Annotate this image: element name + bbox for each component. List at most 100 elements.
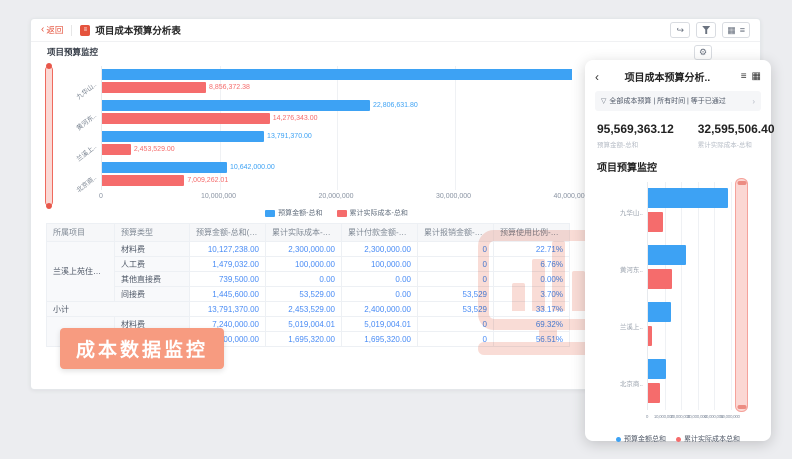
- bar-累计实际成本-总和[interactable]: [102, 113, 270, 125]
- value-cell[interactable]: 0: [417, 331, 494, 347]
- value-cell[interactable]: 0.00%: [493, 271, 570, 287]
- value-cell[interactable]: 10,127,238.00: [189, 241, 266, 257]
- legend-swatch: [616, 436, 621, 442]
- bar-预算金额-总和[interactable]: [102, 69, 572, 81]
- value-cell[interactable]: 2,300,000.00: [341, 241, 418, 257]
- budget-type-cell: 人工费: [114, 256, 190, 272]
- column-header: 预算类型: [114, 223, 190, 242]
- value-cell[interactable]: 53,529: [417, 286, 494, 302]
- value-cell[interactable]: 100,000.00: [265, 256, 342, 272]
- bar-累计实际成本总和[interactable]: [648, 211, 663, 233]
- value-cell[interactable]: 0.00: [341, 286, 418, 302]
- value-cell[interactable]: 0.00: [341, 271, 418, 287]
- filter-funnel-icon: [702, 26, 711, 34]
- axis-tick-label: 50,000,000: [720, 414, 740, 419]
- data-zoom-slider[interactable]: [45, 66, 53, 206]
- panel-list-icon[interactable]: ≡: [740, 71, 747, 82]
- column-header: 预算金额-总和(元): [189, 223, 266, 242]
- bar-预算金额总和[interactable]: [648, 301, 671, 323]
- bar-value-label: 13,791,370.00: [267, 133, 312, 141]
- bar-value-label: 2,453,529.00: [133, 146, 175, 154]
- value-cell[interactable]: 2,400,000.00: [341, 301, 418, 317]
- value-cell[interactable]: 6.76%: [493, 256, 570, 272]
- value-cell[interactable]: 0: [417, 256, 494, 272]
- value-cell[interactable]: 0: [417, 271, 494, 287]
- bar-预算金额-总和[interactable]: [102, 162, 228, 174]
- value-cell[interactable]: 13,791,370.00: [189, 301, 266, 317]
- value-cell[interactable]: 5,019,004.01: [265, 316, 342, 332]
- filter-icon: ▽: [601, 98, 607, 105]
- bar-预算金额总和[interactable]: [648, 244, 686, 266]
- bar-累计实际成本总和[interactable]: [648, 268, 672, 290]
- value-cell[interactable]: 5,019,004.01: [341, 316, 418, 332]
- panel-data-zoom-slider[interactable]: [735, 178, 748, 412]
- value-cell[interactable]: 739,500.00: [189, 271, 266, 287]
- kpi-label: 预算金额-总和: [597, 142, 639, 149]
- axis-tick-label: 10,000,000: [200, 193, 237, 200]
- legend-item[interactable]: 预算金额总和: [616, 434, 666, 444]
- filter-button[interactable]: [696, 22, 717, 38]
- value-cell[interactable]: 3.70%: [493, 286, 570, 302]
- bar-预算金额-总和[interactable]: [102, 131, 265, 143]
- gridline: [731, 182, 732, 410]
- value-cell[interactable]: 1,479,032.00: [189, 256, 266, 272]
- panel-back-button[interactable]: ‹: [595, 69, 599, 84]
- bar-预算金额-总和[interactable]: [102, 100, 370, 112]
- back-button[interactable]: ‹ 返回: [41, 24, 63, 36]
- panel-filter-bar[interactable]: ▽ 全部成本预算 | 所有时间 | 等于已通过 ›: [595, 91, 761, 111]
- value-cell[interactable]: 1,695,320.00: [265, 331, 342, 347]
- x-axis-ticks: 0 10,000,000 20,000,000 30,000,000 40,000,00…: [646, 414, 747, 422]
- value-cell[interactable]: 2,453,529.00: [265, 301, 342, 317]
- toolbar: ‹ 返回 ≡ 项目成本预算分析表 ↪ ▦ ≡: [31, 19, 760, 42]
- report-title: 项目成本预算分析表: [95, 26, 181, 37]
- panel-grid-icon[interactable]: ▦: [751, 71, 761, 82]
- value-cell[interactable]: 100,000.00: [341, 256, 418, 272]
- bar-累计实际成本-总和[interactable]: [102, 82, 207, 94]
- bar-累计实际成本总和[interactable]: [648, 382, 660, 404]
- chevron-right-icon: ›: [752, 96, 755, 106]
- bar-value-label: 7,009,262.01: [187, 177, 229, 185]
- table-row: 间接费 1,445,600.00 53,529.00 0.00 53,529 3.70%: [47, 286, 570, 302]
- value-cell[interactable]: 0: [417, 316, 494, 332]
- category-label: 北京商..: [619, 380, 643, 388]
- budget-type-cell: 其他直接费: [114, 271, 190, 287]
- bar-累计实际成本-总和[interactable]: [102, 175, 185, 187]
- value-cell[interactable]: 69.32%: [493, 316, 570, 332]
- column-header: 累计实际成本-总和(元): [265, 223, 342, 242]
- value-cell[interactable]: 1,695,320.00: [341, 331, 418, 347]
- value-cell[interactable]: 2,300,000.00: [265, 241, 342, 257]
- bar-预算金额总和[interactable]: [648, 187, 729, 209]
- bar-累计实际成本-总和[interactable]: [102, 144, 131, 156]
- chart-plot: 8,856,372.38 22,806,631.80 14,276,343.00 13…: [101, 66, 572, 190]
- gridline: [219, 66, 221, 190]
- table-row: 兰溪上苑住宅小区精装修第...材料费10,127,238.002,300,000…: [46, 241, 570, 302]
- legend-item[interactable]: 预算金额-总和: [265, 208, 323, 218]
- bar-累计实际成本总和[interactable]: [648, 325, 653, 347]
- value-cell[interactable]: 1,445,600.00: [189, 286, 266, 302]
- column-header: 所属项目: [46, 223, 115, 242]
- share-button[interactable]: ↪: [670, 22, 691, 38]
- bar-预算金额总和[interactable]: [648, 358, 666, 380]
- table-header-row: 所属项目预算类型预算金额-总和(元)累计实际成本-总和(元)累计付款金额-总和(…: [46, 223, 570, 242]
- gridline: [697, 182, 699, 410]
- divider: [71, 24, 73, 36]
- value-cell[interactable]: 53,529.00: [265, 286, 342, 302]
- legend-item[interactable]: 累计实际成本总和: [676, 434, 740, 444]
- panel-bar-chart: 0 10,000,000 20,000,000 30,000,000 40,000,00…: [585, 178, 771, 426]
- value-cell[interactable]: 56.51%: [493, 331, 570, 347]
- value-cell[interactable]: 0.00: [265, 271, 342, 287]
- table-row: 其他直接费 739,500.00 0.00 0.00 0 0.00%: [47, 271, 570, 287]
- value-cell[interactable]: 33.17%: [493, 301, 570, 317]
- value-cell[interactable]: 0: [417, 241, 494, 257]
- view-toggle-button[interactable]: ▦ ≡: [722, 22, 750, 38]
- kpi-value: 95,569,363.12: [597, 122, 674, 136]
- kpi-label: 累计实际成本-总和: [697, 142, 752, 149]
- value-cell[interactable]: 53,529: [417, 301, 494, 317]
- settings-button[interactable]: ⚙: [694, 44, 712, 60]
- gear-icon: ⚙: [698, 46, 708, 57]
- legend-item[interactable]: 累计实际成本-总和: [336, 208, 408, 218]
- category-label: 兰溪上..: [619, 323, 643, 331]
- axis-tick-label: 10,000,000: [653, 414, 674, 419]
- column-header: 预算使用比例-总和(%): [493, 223, 570, 242]
- value-cell[interactable]: 22.71%: [493, 241, 570, 257]
